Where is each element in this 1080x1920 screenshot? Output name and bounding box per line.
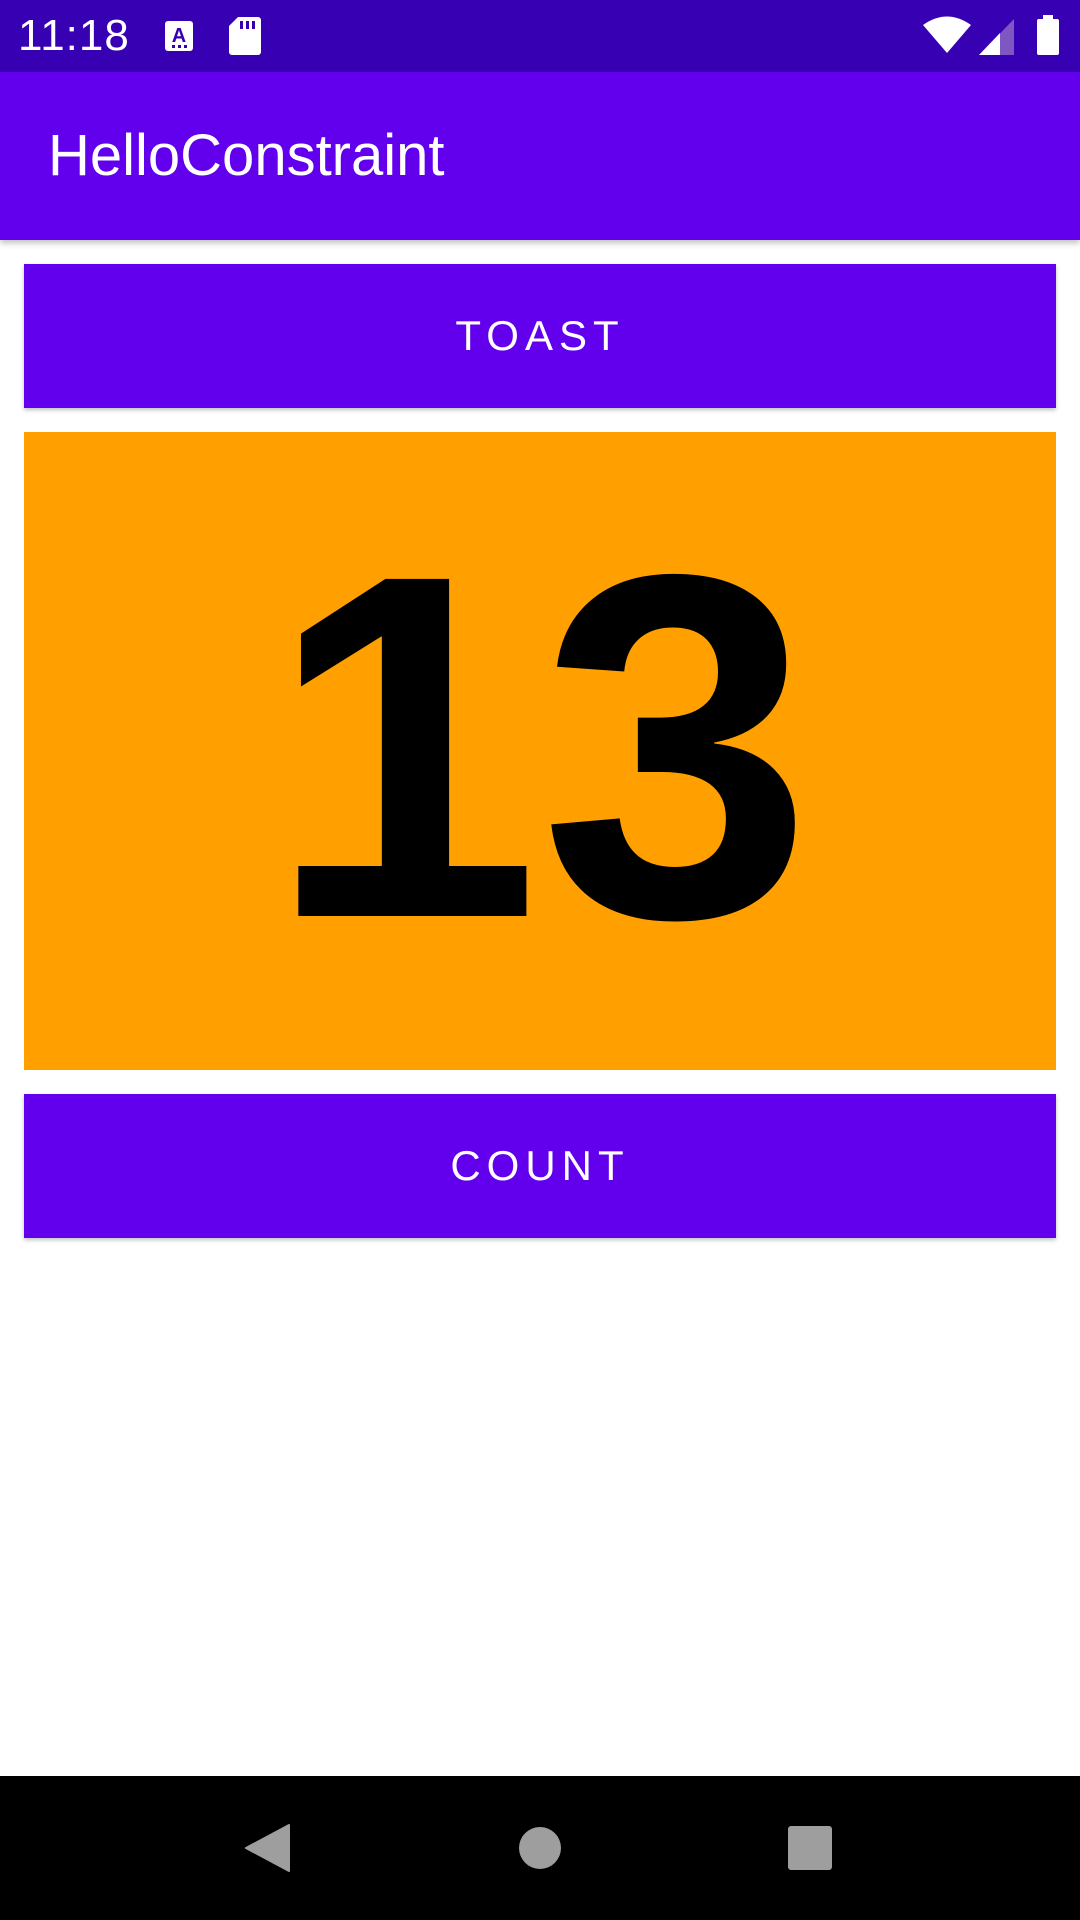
text-notification-icon: A (165, 21, 193, 51)
toast-button[interactable]: TOAST (24, 264, 1056, 408)
recents-button[interactable] (730, 1776, 890, 1920)
app-bar: HelloConstraint (0, 72, 1080, 240)
status-time: 11:18 (18, 11, 130, 60)
recents-icon (788, 1826, 832, 1870)
home-button[interactable] (460, 1776, 620, 1920)
sd-card-icon (229, 17, 261, 55)
home-icon (519, 1827, 561, 1869)
status-bar: 11:18 A (0, 0, 1080, 72)
counter-display: 13 (24, 432, 1056, 1070)
svg-text:A: A (172, 25, 186, 47)
back-icon (245, 1824, 290, 1872)
count-button[interactable]: COUNT (24, 1094, 1056, 1238)
app-title: HelloConstraint (48, 123, 445, 188)
navigation-bar (0, 1776, 1080, 1920)
wifi-icon (923, 16, 971, 53)
counter-value: 13 (267, 472, 813, 1020)
battery-icon (1037, 15, 1059, 55)
back-button[interactable] (188, 1776, 348, 1920)
cell-signal-icon (979, 19, 1014, 55)
